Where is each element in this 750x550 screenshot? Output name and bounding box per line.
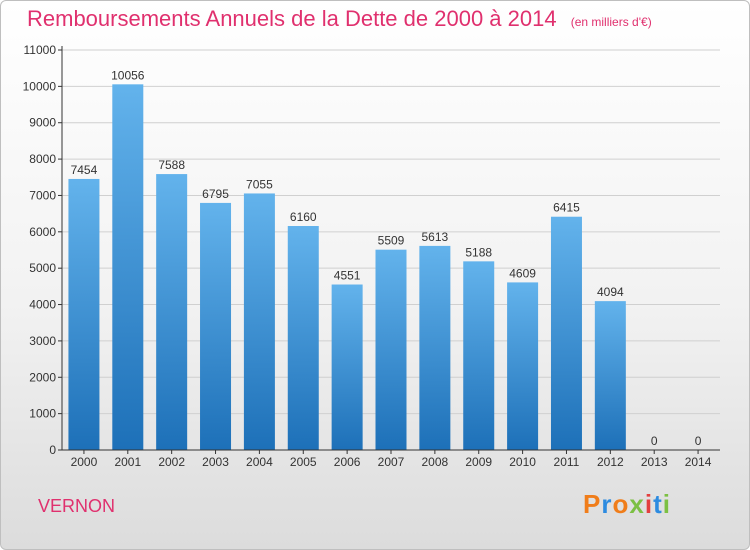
x-tick-label-2014: 2014 (685, 455, 712, 469)
y-tick-label: 10000 (23, 79, 57, 93)
x-tick-label-2003: 2003 (202, 455, 229, 469)
y-tick-label: 5000 (29, 261, 56, 275)
y-tick-label: 6000 (29, 225, 56, 239)
x-tick-label-2008: 2008 (422, 455, 449, 469)
bar-2001 (112, 84, 144, 450)
y-tick-label: 2000 (29, 370, 56, 384)
bar-2000 (68, 178, 100, 451)
y-tick-label: 3000 (29, 334, 56, 348)
x-tick-label-2013: 2013 (641, 455, 668, 469)
value-label-2006: 4551 (334, 269, 361, 283)
bar-2010 (507, 282, 539, 450)
y-tick-label: 1000 (29, 407, 56, 421)
value-label-2003: 6795 (202, 187, 229, 201)
x-tick-label-2005: 2005 (290, 455, 317, 469)
value-label-2004: 7055 (246, 177, 273, 191)
value-label-2000: 7454 (71, 163, 98, 177)
chart-unit: (en milliers d'€) (570, 15, 652, 29)
logo-letter: i (644, 489, 654, 519)
x-tick-label-2012: 2012 (597, 455, 624, 469)
y-tick-label: 11000 (24, 43, 57, 57)
x-tick-label-2001: 2001 (114, 455, 141, 469)
x-tick-label-2010: 2010 (509, 455, 536, 469)
value-label-2008: 5613 (422, 230, 449, 244)
x-tick-label-2004: 2004 (246, 455, 273, 469)
value-label-2010: 4609 (509, 266, 536, 280)
value-label-2014: 0 (695, 434, 702, 448)
logo-letter: o (612, 489, 630, 519)
value-label-2005: 6160 (290, 210, 317, 224)
chart-title: Remboursements Annuels de la Dette de 20… (27, 6, 652, 32)
value-label-2013: 0 (651, 434, 658, 448)
bar-2007 (375, 249, 407, 450)
value-label-2002: 7588 (158, 158, 185, 172)
value-label-2011: 6415 (553, 201, 580, 215)
bar-2005 (287, 226, 319, 450)
x-tick-label-2002: 2002 (158, 455, 185, 469)
logo-letter: r (601, 489, 613, 519)
x-tick-label-2000: 2000 (71, 455, 98, 469)
bar-2011 (550, 216, 582, 450)
x-tick-label-2009: 2009 (465, 455, 492, 469)
x-tick-label-2011: 2011 (554, 455, 580, 469)
bar-2009 (463, 261, 495, 450)
logo-letter: x (629, 489, 645, 519)
bar-2003 (200, 202, 232, 450)
value-label-2009: 5188 (465, 245, 492, 259)
x-tick-label-2007: 2007 (378, 455, 405, 469)
bar-2002 (156, 174, 188, 450)
y-tick-label: 4000 (29, 298, 56, 312)
logo-letter: i (662, 489, 671, 519)
chart-title-text: Remboursements Annuels de la Dette de 20… (27, 6, 557, 31)
bar-2008 (419, 245, 451, 450)
bar-2006 (331, 284, 363, 450)
value-label-2007: 5509 (378, 234, 405, 248)
logo-letter: P (583, 489, 602, 519)
y-tick-label: 7000 (29, 188, 56, 202)
value-label-2001: 10056 (111, 68, 145, 82)
bar-2004 (243, 193, 275, 451)
logo-letter: t (653, 489, 663, 519)
x-tick-label-2006: 2006 (334, 455, 361, 469)
y-tick-label: 0 (49, 443, 56, 457)
value-label-2012: 4094 (597, 285, 624, 299)
y-tick-label: 8000 (29, 152, 56, 166)
bar-2012 (594, 301, 626, 450)
city-name: VERNON (38, 496, 116, 516)
proxiti-logo[interactable]: Proxiti (583, 489, 671, 520)
y-tick-label: 9000 (29, 116, 56, 130)
